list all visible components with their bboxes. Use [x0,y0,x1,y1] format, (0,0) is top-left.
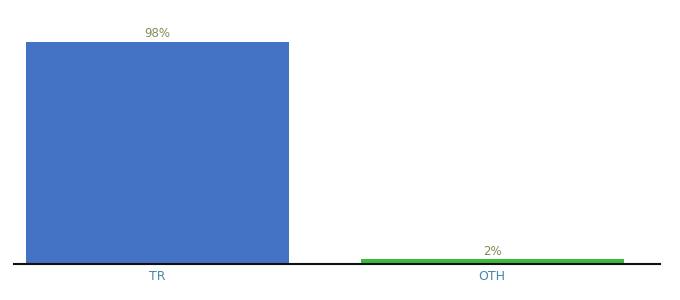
Bar [360,260,624,264]
Text: 2%: 2% [483,245,501,258]
Text: 98%: 98% [144,27,170,40]
Bar [26,42,289,264]
